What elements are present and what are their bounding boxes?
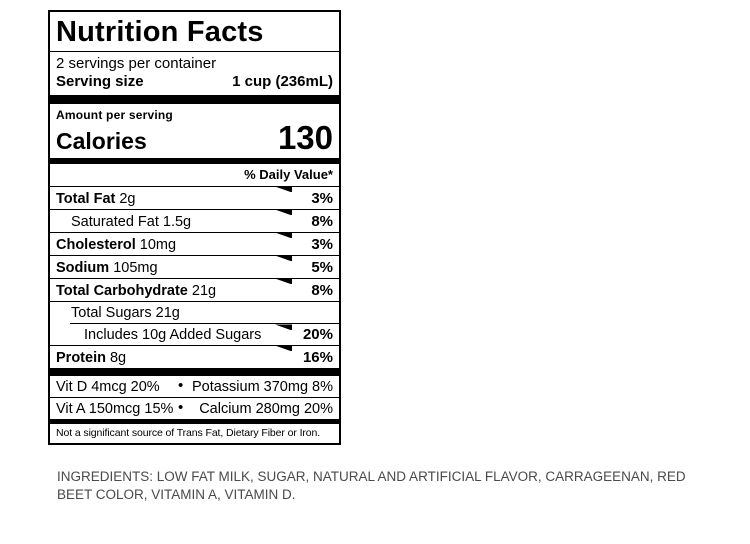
indented-separator [70,323,339,325]
separator-flag-triangle-icon [275,255,292,262]
nutrient-row: Saturated Fat 1.5g 8% [50,209,339,232]
micronutrient-right: Potassium 370mg 8% [191,378,333,395]
serving-size-label: Serving size [56,73,144,91]
nutrient-amount: 2g [115,190,136,207]
nutrient-amount: 10mg [135,236,177,253]
servings-per-container: 2 servings per container [56,55,217,73]
micronutrient-left: Vit D 4mcg 20% [56,378,160,395]
nutrient-row: Protein 8g 16% [50,345,339,368]
nutrient-amount: 21g [151,304,180,321]
nutrient-daily-value: 3% [311,189,333,207]
nutrient-row: Cholesterol 10mg 3% [50,232,339,255]
calories-value: 130 [277,119,333,157]
ingredients-statement: INGREDIENTS: LOW FAT MILK, SUGAR, NATURA… [57,469,686,502]
nutrient-name: Total Sugars [71,304,152,321]
nutrient-name-amount: Total Fat 2g [56,191,136,207]
nutrient-name: Includes 10g Added Sugars [84,326,262,343]
nutrient-daily-value: 8% [311,281,333,299]
nutrient-daily-value: 16% [302,348,333,366]
thick-divider [50,158,339,165]
micronutrient-rows: Vit D 4mcg 20% • Potassium 370mg 8% Vit A 1… [50,376,339,419]
bullet-separator-icon: • [178,399,184,417]
nutrient-daily-value: 3% [311,235,333,253]
nutrient-row: Total Fat 2g 3% [50,186,339,209]
nutrient-name: Sodium [56,259,110,276]
nutrient-name: Saturated Fat [71,213,159,230]
nutrient-row: Includes 10g Added Sugars 20% [50,323,339,345]
nutrient-daily-value: 20% [302,325,333,343]
amount-per-serving-label: Amount per serving [56,108,173,123]
nutrient-daily-value: 5% [311,258,333,276]
nutrient-name: Protein [56,349,106,366]
thick-divider [50,95,339,105]
bullet-separator-icon: • [178,377,184,395]
nutrient-name: Cholesterol [56,236,136,253]
nutrient-name-amount: Includes 10g Added Sugars [84,327,261,343]
nutrient-row: Total Sugars 21g [50,301,339,323]
nutrient-name-amount: Sodium 105mg [56,260,158,276]
nutrient-amount: 105mg [109,259,158,276]
nutrient-name: Total Carbohydrate [56,282,188,299]
micronutrient-left: Vit A 150mcg 15% [56,400,174,417]
nutrition-facts-label: Nutrition Facts 2 servings per container… [48,10,341,446]
separator-flag-triangle-icon [275,278,292,285]
separator-flag-triangle-icon [275,209,292,216]
nutrient-name-amount: Total Carbohydrate 21g [56,283,216,299]
separator-flag-triangle-icon [275,345,292,352]
nutrient-row: Sodium 105mg 5% [50,255,339,278]
nutrient-daily-value: 8% [311,212,333,230]
micronutrient-row: Vit A 150mcg 15% • Calcium 280mg 20% [50,397,339,419]
nutrient-name-amount: Cholesterol 10mg [56,237,176,253]
label-title: Nutrition Facts [50,12,339,53]
micronutrient-row: Vit D 4mcg 20% • Potassium 370mg 8% [50,376,339,397]
nutrient-amount: 21g [187,282,217,299]
nutrient-rows: Total Fat 2g 3% Saturated Fat 1.5g 8% Choles… [50,186,339,368]
separator-flag-triangle-icon [275,186,292,193]
micronutrient-right: Calcium 280mg 20% [199,400,333,417]
thick-divider [50,419,339,425]
footnote: Not a significant source of Trans Fat, D… [56,427,321,440]
nutrient-amount: 1.5g [158,213,192,230]
calories-row: Calories 130 [50,119,339,158]
serving-size-row: Serving size 1 cup (236mL) [50,72,339,95]
nutrient-row: Total Carbohydrate 21g 8% [50,278,339,301]
nutrient-name-amount: Saturated Fat 1.5g [71,214,191,230]
daily-value-header: % Daily Value* [244,167,333,183]
nutrient-amount: 8g [105,349,127,366]
calories-label: Calories [56,128,147,155]
nutrient-name: Total Fat [56,190,116,207]
separator-flag-triangle-icon [275,324,292,331]
thick-divider [50,368,339,377]
nutrient-name-amount: Protein 8g [56,350,126,366]
separator-flag-triangle-icon [275,232,292,239]
serving-size-value: 1 cup (236mL) [232,73,333,91]
nutrient-name-amount: Total Sugars 21g [71,305,180,321]
